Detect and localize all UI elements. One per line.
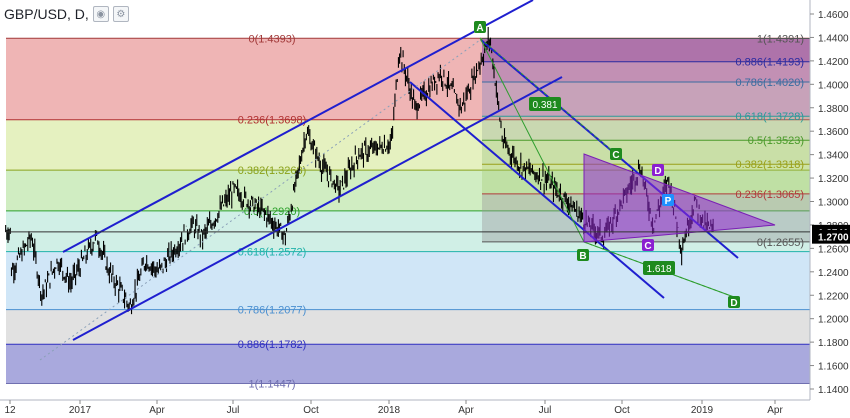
pattern-labels: A B C D C D P 0.381 1.618 — [474, 21, 740, 309]
fib-band — [6, 344, 810, 384]
pattern-point-badge — [642, 239, 654, 251]
y-tick-label: 1.3800 — [818, 104, 849, 115]
y-tick-label: 1.2200 — [818, 291, 849, 302]
pattern-point-badge — [662, 194, 674, 206]
y-tick-label: 1.3600 — [818, 127, 849, 138]
y-tick-label: 1.3200 — [818, 174, 849, 185]
y-tick-label: 1.2000 — [818, 315, 849, 326]
fib-band-right — [482, 38, 810, 62]
pattern-point-badge — [610, 148, 622, 160]
x-tick-label: Oct — [614, 405, 630, 416]
fib-level-label: 0.886(1.1782) — [238, 339, 307, 351]
y-axis-background — [810, 0, 850, 418]
pattern-point-D: D — [728, 296, 740, 309]
x-tick-label: Apr — [458, 405, 474, 416]
fib-level-label: 1(1.1447) — [248, 378, 295, 390]
triangle-pattern — [583, 153, 776, 243]
chart-header: GBP/USD, D, ◉ ⚙ — [4, 3, 129, 25]
current-price-marker: 1.2700 — [812, 229, 850, 244]
fib-level-label-right: 0.5(1.3523) — [748, 135, 804, 147]
pattern-point-C: C — [642, 239, 654, 252]
fib-level-label: 0.618(1.2572) — [238, 247, 307, 259]
y-tick-label: 1.3000 — [818, 198, 849, 209]
fib-level-label: 0.382(1.3268) — [238, 165, 307, 177]
channel-line — [62, 0, 534, 253]
pattern-point-badge — [577, 249, 589, 261]
pattern-point-label: D — [654, 166, 661, 177]
harmonic-pattern — [479, 37, 776, 298]
channel-line — [409, 81, 665, 299]
fib-band-right — [482, 61, 810, 82]
fib-band — [6, 309, 810, 345]
x-tick-label: Apr — [767, 405, 783, 416]
pattern-point-badge — [728, 296, 740, 308]
pattern-point-label: C — [644, 241, 651, 252]
x-tick-label: Jul — [227, 405, 240, 416]
y-tick-label: 1.4000 — [818, 80, 849, 91]
pattern-point-label: A — [476, 23, 483, 34]
pattern-point-label: C — [612, 150, 619, 161]
ratio-text: 1.618 — [646, 264, 671, 275]
y-tick-label: 1.1800 — [818, 338, 849, 349]
fib-level-label: 0.236(1.3698) — [238, 115, 307, 127]
pattern-point-badge — [652, 164, 664, 176]
dotted-trendline — [39, 39, 481, 361]
fib-level-label: 0.786(1.2077) — [238, 305, 307, 317]
x-tick-label: Jul — [539, 405, 552, 416]
channel-line — [72, 76, 563, 341]
x-axis: 12 2017 Apr Jul Oct 2018 Apr Jul Oct 2019 Apr — [0, 399, 850, 418]
x-tick-label: Oct — [303, 405, 319, 416]
x-tick-label: 12 — [4, 405, 16, 416]
symbol-title: GBP/USD, D, — [4, 6, 89, 22]
pattern-point-D: D — [652, 164, 664, 177]
pattern-point-C: C — [610, 148, 622, 161]
fib-band-right — [482, 140, 810, 165]
fib-level-label: 0(1.4393) — [248, 33, 295, 45]
y-tick-label: 1.2600 — [818, 244, 849, 255]
pattern-point-B: B — [577, 249, 589, 262]
y-axis: 1.4600 1.4400 1.4200 1.4000 1.3800 1.3600 1.34… — [6, 0, 850, 418]
pattern-point-label: P — [665, 196, 672, 207]
fib-level-label-right: 0.786(1.4020) — [736, 77, 805, 89]
pattern-point-P: P — [662, 194, 674, 207]
y-tick-label: 1.4400 — [818, 33, 849, 44]
ratio-badge — [643, 261, 675, 275]
fib-level-label-right: 0.382(1.3318) — [736, 159, 805, 171]
y-tick-label: 1.1400 — [818, 385, 849, 396]
eye-icon[interactable]: ◉ — [92, 6, 109, 22]
fib-level-label-right: 0(1.2655) — [757, 237, 804, 249]
y-tick-label: 1.4200 — [818, 57, 849, 68]
ratio-label: 0.381 — [529, 97, 561, 111]
fib-level-label-right: 0.236(1.3065) — [736, 189, 805, 201]
ratio-label: 1.618 — [643, 261, 675, 275]
y-tick-label: 1.3400 — [818, 151, 849, 162]
x-tick-label: 2018 — [378, 405, 401, 416]
y-tick-label: 1.2400 — [818, 268, 849, 279]
fib-level-label-right: 1(1.4391) — [757, 33, 804, 45]
ratio-badge — [529, 97, 561, 111]
settings-icon[interactable]: ⚙ — [112, 6, 129, 22]
y-tick-label: 1.4600 — [818, 10, 849, 21]
pattern-point-A: A — [474, 21, 486, 34]
y-tick-label: 1.1600 — [818, 362, 849, 373]
x-tick-label: Apr — [149, 405, 165, 416]
current-price-box — [812, 229, 850, 244]
x-tick-label: 2017 — [69, 405, 92, 416]
pattern-point-label: B — [579, 251, 586, 262]
fib-level-label-right: 0.886(1.4193) — [736, 57, 805, 69]
fib-band-right — [482, 116, 810, 141]
fib-level-label-right: 0.618(1.3728) — [736, 111, 805, 123]
price-bars — [5, 27, 714, 315]
x-axis-background — [0, 400, 850, 418]
fib-band — [6, 119, 810, 171]
ratio-text: 0.381 — [532, 100, 557, 111]
x-tick-label: 2019 — [691, 405, 714, 416]
pattern-point-badge — [474, 21, 486, 33]
current-price-text: 1.2700 — [818, 233, 849, 244]
pattern-point-label: D — [730, 298, 737, 309]
